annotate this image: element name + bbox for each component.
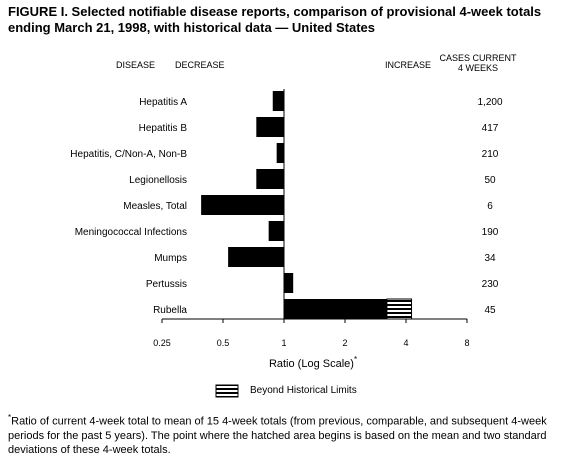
- ticks-layer: 0.25 0.5 1 2 4 8: [153, 319, 470, 348]
- x-tick-label: 2: [342, 338, 347, 348]
- figure-title-line1: FIGURE I. Selected notifiable disease re…: [8, 4, 542, 19]
- bar: [201, 195, 284, 215]
- x-tick-label: 0.25: [153, 338, 171, 348]
- footnote-marker: *: [8, 413, 12, 422]
- bar: [284, 299, 387, 319]
- cases-header-line1: CASES CURRENT: [439, 53, 517, 63]
- disease-column-header: DISEASE: [116, 60, 156, 70]
- cases-value: 34: [484, 253, 496, 264]
- category-label: Hepatitis, C/Non-A, Non-B: [70, 149, 187, 160]
- x-axis-label-marker: *: [354, 355, 357, 364]
- cases-value: 417: [482, 123, 499, 134]
- x-axis-label: Ratio (Log Scale)*: [269, 355, 357, 370]
- cases-value: 190: [482, 227, 499, 238]
- cases-value: 6: [487, 201, 493, 212]
- bar: [268, 221, 284, 241]
- x-tick-label: 8: [464, 338, 469, 348]
- category-label: Legionellosis: [129, 175, 187, 186]
- bar: [284, 273, 294, 293]
- bar: [272, 91, 284, 111]
- decrease-column-header: DECREASE: [175, 60, 225, 70]
- cases-value: 50: [484, 175, 496, 186]
- bar: [256, 117, 284, 137]
- legend-swatch: [215, 384, 239, 398]
- x-tick-label: 1: [281, 338, 286, 348]
- bar: [256, 169, 284, 189]
- footnote: *Ratio of current 4-week total to mean o…: [8, 411, 560, 457]
- cases-value: 230: [482, 279, 499, 290]
- increase-column-header: INCREASE: [385, 60, 432, 70]
- category-label: Rubella: [153, 305, 187, 316]
- footnote-text: Ratio of current 4-week total to mean of…: [8, 415, 547, 456]
- bars-layer: Hepatitis A 1,200 Hepatitis B 417 Hepatitis,…: [70, 91, 503, 320]
- category-label: Measles, Total: [123, 201, 187, 212]
- category-label: Pertussis: [146, 279, 187, 290]
- cases-column-header: CASES CURRENT 4 WEEKS: [438, 53, 518, 73]
- category-label: Mumps: [154, 253, 187, 264]
- cases-value: 1,200: [477, 97, 502, 108]
- x-tick-label: 4: [403, 338, 408, 348]
- x-tick-label: 0.5: [217, 338, 230, 348]
- category-label: Hepatitis B: [139, 123, 188, 134]
- legend-label: Beyond Historical Limits: [250, 385, 357, 396]
- bar: [228, 247, 284, 267]
- bar-beyond-limits: [386, 298, 413, 320]
- cases-value: 210: [482, 149, 499, 160]
- bar: [276, 143, 284, 163]
- cases-header-line2: 4 WEEKS: [457, 63, 498, 73]
- cases-value: 45: [484, 305, 496, 316]
- category-label: Meningococcal Infections: [75, 227, 187, 238]
- figure-title-line2: ending March 21, 1998, with historical d…: [8, 20, 375, 35]
- figure-title: FIGURE I. Selected notifiable disease re…: [8, 4, 560, 36]
- category-label: Hepatitis A: [139, 97, 187, 108]
